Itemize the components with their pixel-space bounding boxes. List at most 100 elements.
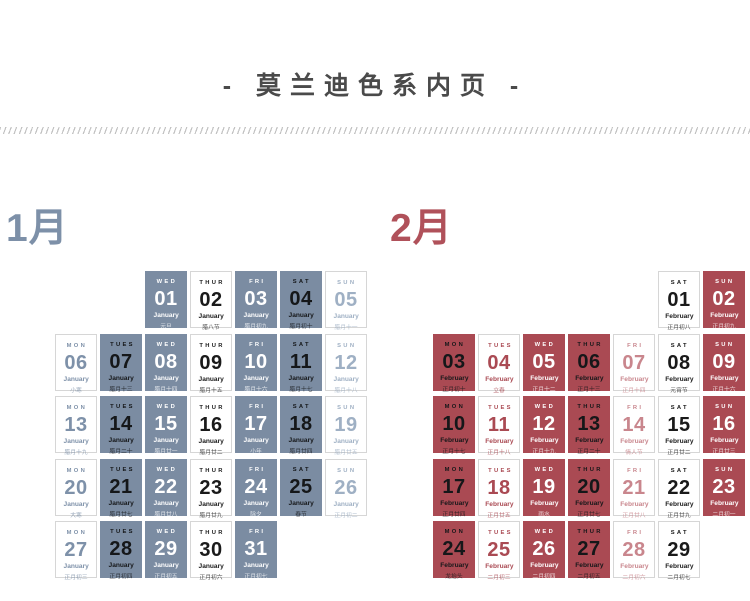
month-name: February xyxy=(709,499,739,507)
day-number: 24 xyxy=(244,475,268,498)
lunar-date-label: 正月廿九 xyxy=(667,512,691,519)
day-number: 01 xyxy=(667,289,691,311)
day-number: 23 xyxy=(712,475,736,498)
empty-cell xyxy=(100,271,142,328)
lunar-date-label: 正月初二 xyxy=(334,512,358,519)
month-name: February xyxy=(619,437,649,446)
calendar-day-cell: THUR 27 February 二月初五 xyxy=(568,521,610,580)
calendar-day-cell: MON 13 January 腊月十九 xyxy=(55,396,97,456)
calendar-day-cell: MON 27 January 正月初三 xyxy=(55,521,97,581)
month-name: January xyxy=(108,561,134,570)
lunar-date-label: 腊月十七 xyxy=(289,386,313,393)
month-name: February xyxy=(709,374,739,382)
weekday-label: SAT xyxy=(671,466,690,474)
calendar-day-cell: SAT 18 January 腊月廿四 xyxy=(280,396,322,455)
weekday-label: WED xyxy=(156,465,178,473)
weekday-label: SAT xyxy=(293,278,312,285)
weekday-label: THUR xyxy=(577,528,603,535)
month-name: February xyxy=(619,500,649,508)
calendar-day-cell: THUR 23 January 腊月廿九 xyxy=(190,458,232,519)
weekday-label: THUR xyxy=(577,403,603,410)
lunar-date-label: 正月十七 xyxy=(442,448,466,455)
weekday-label: SAT xyxy=(671,279,690,286)
day-number: 23 xyxy=(199,476,223,499)
weekday-label: WED xyxy=(156,403,178,410)
lunar-date-label: 腊月十六 xyxy=(244,386,268,393)
weekday-label: SUN xyxy=(715,465,735,473)
calendar-day-cell: TUES 21 January 腊月廿七 xyxy=(100,458,142,517)
month-name: February xyxy=(484,375,514,383)
weekday-label: SUN xyxy=(715,403,735,410)
month-name: January xyxy=(63,562,89,571)
lunar-date-label: 正月廿三 xyxy=(712,448,736,455)
month-name: February xyxy=(484,562,514,571)
lunar-date-label: 腊月初十 xyxy=(289,323,313,330)
weekday-label: TUES xyxy=(109,465,135,473)
month-name: January xyxy=(243,311,269,320)
weekday-label: FRI xyxy=(249,403,266,410)
calendar-day-cell: WED 01 January 元旦 xyxy=(145,271,187,330)
empty-cell xyxy=(613,271,655,328)
lunar-date-label: 正月初十 xyxy=(442,386,466,393)
day-number: 09 xyxy=(199,351,223,374)
calendar-day-cell: WED 26 February 二月初四 xyxy=(523,521,565,580)
lunar-date-label: 二月初一 xyxy=(712,511,736,518)
day-number: 16 xyxy=(199,414,223,436)
calendar-day-cell: FRI 03 January 腊月初九 xyxy=(235,271,277,330)
day-number: 28 xyxy=(109,538,133,560)
month-name: January xyxy=(108,374,134,382)
weekday-label: TUES xyxy=(109,528,135,535)
month-name: January xyxy=(198,437,224,446)
weekday-label: TUES xyxy=(109,340,135,348)
calendar-day-cell: SUN 05 January 腊月十一 xyxy=(325,271,367,331)
calendar-day-cell: THUR 30 January 正月初六 xyxy=(190,521,232,581)
weekday-label: SUN xyxy=(715,340,735,348)
day-number: 01 xyxy=(154,288,178,310)
month-name: January xyxy=(198,375,224,383)
month-name: January xyxy=(333,312,359,321)
weekday-label: MON xyxy=(444,340,466,348)
lunar-date-label: 正月初八 xyxy=(667,324,691,331)
month-name: January xyxy=(63,500,89,508)
weekday-label: TUES xyxy=(109,403,135,410)
day-number: 15 xyxy=(154,413,178,435)
lunar-date-label: 正月二十 xyxy=(577,448,601,455)
day-number: 21 xyxy=(109,475,133,498)
month-name: January xyxy=(243,436,269,445)
dotted-divider xyxy=(0,127,750,134)
lunar-date-label: 腊月十九 xyxy=(64,449,88,456)
calendar-day-cell: SAT 01 February 正月初八 xyxy=(658,271,700,331)
month-name: February xyxy=(439,374,469,382)
empty-cell xyxy=(55,271,97,328)
lunar-date-label: 腊月廿二 xyxy=(199,449,223,456)
empty-cell xyxy=(568,271,610,328)
day-number: 13 xyxy=(64,414,88,436)
calendar-day-cell: THUR 02 January 腊八节 xyxy=(190,271,232,331)
day-number: 26 xyxy=(532,538,556,560)
weekday-label: THUR xyxy=(199,404,225,411)
lunar-date-label: 除夕 xyxy=(250,511,262,518)
calendar-day-cell: SUN 12 January 腊月十八 xyxy=(325,333,367,393)
lunar-date-label: 腊月廿九 xyxy=(199,512,223,519)
calendar-day-cell: TUES 14 January 腊月二十 xyxy=(100,396,142,455)
lunar-date-label: 元旦 xyxy=(160,323,172,330)
calendar-day-cell: SUN 19 January 腊月廿五 xyxy=(325,396,367,456)
day-number: 25 xyxy=(289,475,313,498)
weekday-label: MON xyxy=(66,466,88,474)
calendar-day-cell: SAT 22 February 正月廿九 xyxy=(658,458,700,519)
calendar-day-cell: MON 17 February 正月廿四 xyxy=(433,458,475,517)
lunar-date-label: 正月十三 xyxy=(577,386,601,393)
month-name: February xyxy=(529,374,559,382)
weekday-label: MON xyxy=(66,341,88,349)
day-number: 20 xyxy=(64,476,88,499)
day-number: 03 xyxy=(244,288,268,310)
lunar-date-label: 腊月十五 xyxy=(199,387,223,394)
month-name: January xyxy=(333,375,359,383)
calendar-day-cell: MON 20 January 大寒 xyxy=(55,458,97,518)
weekday-label: SUN xyxy=(337,279,357,286)
day-number: 22 xyxy=(154,475,178,498)
calendar-day-cell: TUES 04 February 立春 xyxy=(478,333,520,393)
lunar-date-label: 情人节 xyxy=(625,449,643,456)
lunar-date-label: 腊月二十 xyxy=(109,448,133,455)
